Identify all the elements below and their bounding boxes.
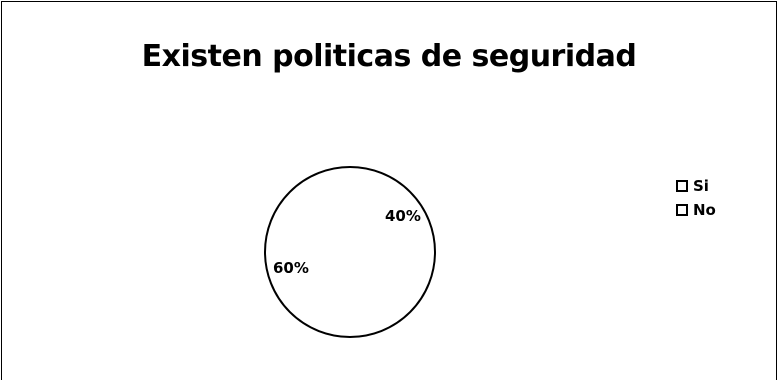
legend-swatch-no xyxy=(676,204,688,216)
pie-slice-si xyxy=(350,167,435,321)
pie-slice-no xyxy=(265,167,400,338)
legend-label-no: No xyxy=(693,201,716,219)
data-label-no: 60% xyxy=(273,259,309,277)
legend-item-no: No xyxy=(676,198,716,222)
pie-slices xyxy=(264,166,436,338)
legend-label-si: Si xyxy=(693,177,709,195)
chart-legend: Si No xyxy=(676,174,716,222)
data-label-si: 40% xyxy=(385,207,421,225)
legend-item-si: Si xyxy=(676,174,716,198)
legend-swatch-si xyxy=(676,180,688,192)
chart-frame-right-edge xyxy=(776,1,777,380)
chart-title: Existen politicas de seguridad xyxy=(141,39,637,74)
pie-outline xyxy=(264,166,436,338)
